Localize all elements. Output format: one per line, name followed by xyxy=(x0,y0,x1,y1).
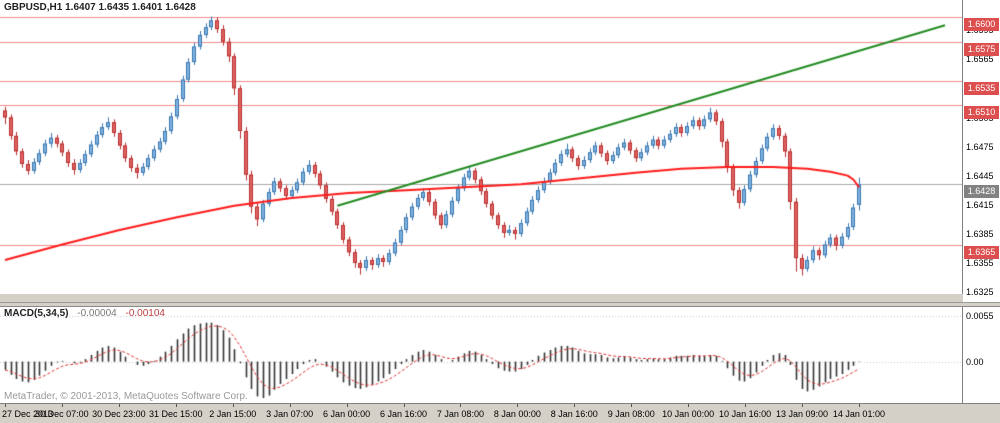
macd-canvas[interactable] xyxy=(0,307,962,403)
chart-title: GBPUSD,H1 1.6407 1.6435 1.6401 1.6428 xyxy=(4,2,196,13)
time-axis-label: 9 Jan 08:00 xyxy=(607,409,655,419)
time-tick-mark xyxy=(517,404,518,407)
price-tick-label: 1.6415 xyxy=(966,199,994,210)
panel-separator-handle[interactable] xyxy=(0,302,1000,307)
price-tick-label: 1.6385 xyxy=(966,229,994,240)
time-axis-label: 3 Jan 07:00 xyxy=(266,409,314,419)
time-tick-mark xyxy=(859,404,860,407)
time-tick-mark xyxy=(176,404,177,407)
time-tick-mark xyxy=(631,404,632,407)
time-axis-label: 13 Jan 09:00 xyxy=(775,409,829,419)
hline-price-label: 1.6510 xyxy=(964,105,999,119)
price-axis[interactable]: 1.65951.65651.65051.64751.64451.64151.63… xyxy=(963,0,1000,403)
price-tick-label: 1.6475 xyxy=(966,141,994,152)
time-axis-label: 8 Jan 00:00 xyxy=(493,409,541,419)
hline-price-label: 1.6600 xyxy=(964,18,999,32)
time-tick-mark xyxy=(745,404,746,407)
time-tick-mark xyxy=(404,404,405,407)
time-tick-mark xyxy=(347,404,348,407)
time-tick-mark xyxy=(802,404,803,407)
time-tick-mark xyxy=(62,404,63,407)
time-tick-mark xyxy=(574,404,575,407)
price-chart-canvas[interactable] xyxy=(0,0,962,294)
macd-current-value: -0.00004 xyxy=(77,308,117,319)
time-axis-label: 30 Dec 07:00 xyxy=(35,409,89,419)
time-axis-label: 10 Jan 16:00 xyxy=(719,409,772,419)
price-chart-panel[interactable]: GBPUSD,H1 1.6407 1.6435 1.6401 1.6428 xyxy=(0,0,963,294)
time-tick-mark xyxy=(5,404,6,407)
time-tick-mark xyxy=(119,404,120,407)
macd-tick-label: 0.00 xyxy=(966,356,984,367)
time-axis-label: 6 Jan 16:00 xyxy=(379,409,428,419)
time-tick-mark xyxy=(688,404,689,407)
time-tick-mark xyxy=(290,404,291,407)
price-tick-label: 1.6445 xyxy=(966,170,994,181)
price-tick-label: 1.6565 xyxy=(966,54,994,65)
time-axis-label: 8 Jan 16:00 xyxy=(550,409,598,419)
time-tick-mark xyxy=(233,404,234,407)
time-axis-label: 27 Dec 2013 xyxy=(2,409,54,419)
price-tick-label: 1.6325 xyxy=(966,287,994,298)
time-axis-label: 14 Jan 01:00 xyxy=(832,409,885,419)
metaquotes-watermark: MetaTrader, © 2001-2013, MetaQuotes Soft… xyxy=(4,391,248,402)
time-axis-label: 31 Dec 15:00 xyxy=(149,409,203,419)
macd-indicator-title: MACD(5,34,5) -0.00004 -0.00104 xyxy=(4,308,165,319)
macd-indicator-panel[interactable]: MACD(5,34,5) -0.00004 -0.00104 MetaTrade… xyxy=(0,307,963,403)
time-axis-label: 30 Dec 23:00 xyxy=(92,409,146,419)
macd-signal-value: -0.00104 xyxy=(125,308,165,319)
time-axis-label: 10 Jan 00:00 xyxy=(662,409,715,419)
current-price-label: 1.6428 xyxy=(964,185,999,199)
time-axis[interactable]: 27 Dec 2013 30 Dec 07:00 30 Dec 23:00 31 De… xyxy=(0,403,1000,423)
macd-indicator-name: MACD(5,34,5) xyxy=(4,308,69,319)
time-axis-label: 2 Jan 15:00 xyxy=(209,409,257,419)
time-axis-label: 7 Jan 08:00 xyxy=(436,409,484,419)
macd-tick-label: 0.0055 xyxy=(966,311,994,322)
time-tick-mark xyxy=(460,404,461,407)
chart-title-text: GBPUSD,H1 1.6407 1.6435 1.6401 1.6428 xyxy=(4,2,196,13)
hline-price-label: 1.6365 xyxy=(964,246,999,260)
hline-price-label: 1.6575 xyxy=(964,42,999,56)
time-axis-label: 6 Jan 00:00 xyxy=(323,409,371,419)
hline-price-label: 1.6535 xyxy=(964,81,999,95)
price-tick-label: 1.6355 xyxy=(966,258,994,269)
